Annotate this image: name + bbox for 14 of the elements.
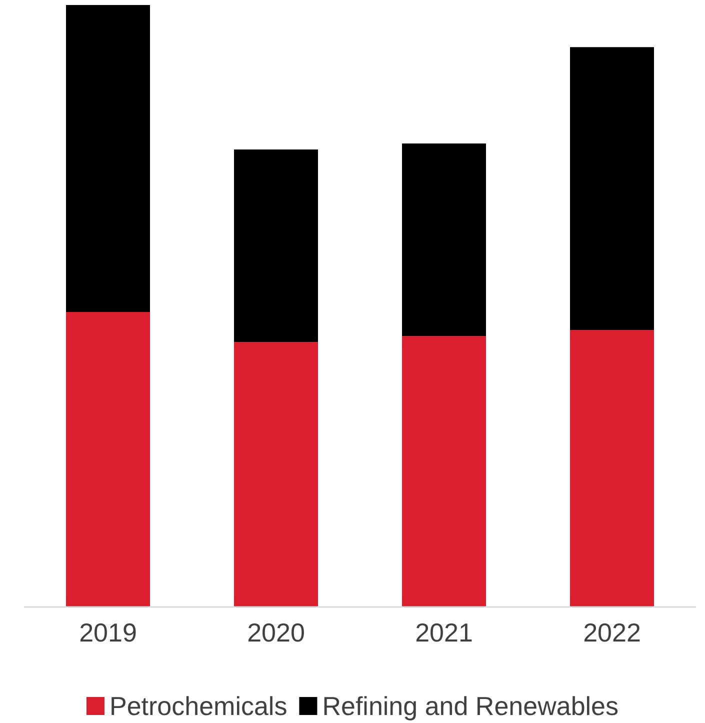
bar (570, 330, 654, 607)
legend-label: Refining and Renewables (322, 691, 619, 721)
bar (234, 342, 318, 607)
bar (570, 47, 654, 330)
bar (66, 5, 150, 312)
x-tick-label: 2020 (247, 617, 305, 648)
bar (234, 149, 318, 342)
x-tick-label: 2022 (583, 617, 641, 648)
bar (66, 312, 150, 607)
bar (402, 336, 486, 607)
x-tick-label: 2019 (79, 617, 137, 648)
legend-label: Petrochemicals (109, 691, 288, 721)
bar (402, 143, 486, 336)
x-tick-label: 2021 (415, 617, 473, 648)
